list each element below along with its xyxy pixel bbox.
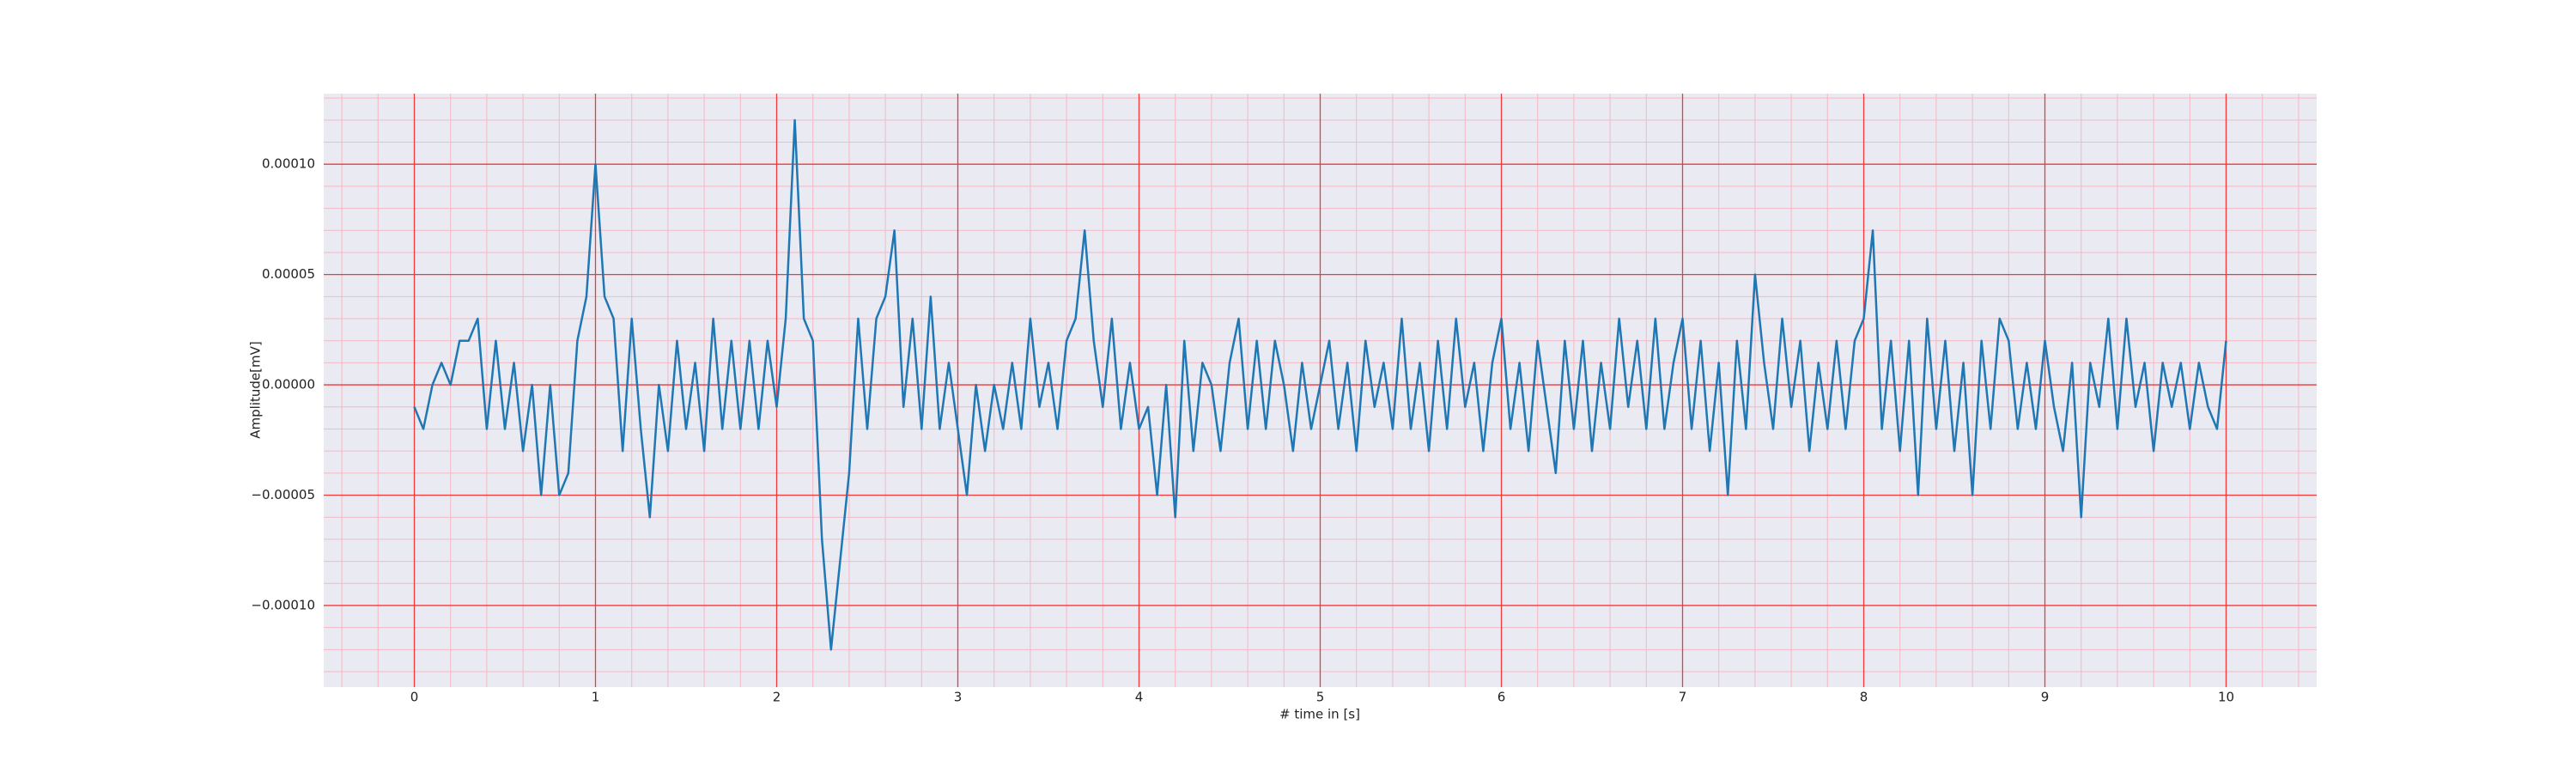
x-tick-label: 0 [410, 690, 419, 705]
x-tick-label: 6 [1498, 690, 1506, 705]
x-tick-label: 9 [2041, 690, 2050, 705]
y-tick-label: 0.00000 [262, 377, 315, 393]
y-tick-label: −0.00005 [251, 487, 315, 502]
x-tick-label: 7 [1679, 690, 1687, 705]
x-tick-label: 2 [773, 690, 781, 705]
line-series [413, 119, 2227, 651]
x-axis-label: # time in [s] [1279, 707, 1360, 722]
y-tick-label: 0.00005 [262, 266, 315, 282]
x-tick-label: 4 [1135, 690, 1144, 705]
y-tick-label: 0.00010 [262, 156, 315, 172]
x-tick-label: 3 [954, 690, 963, 705]
x-tick-label: 1 [592, 690, 600, 705]
x-tick-label: 5 [1316, 690, 1325, 705]
y-tick-label: −0.00010 [251, 597, 315, 612]
y-axis-label: Amplitude[mV] [248, 341, 264, 438]
x-tick-label: 10 [2218, 690, 2234, 705]
x-tick-label: 8 [1860, 690, 1868, 705]
